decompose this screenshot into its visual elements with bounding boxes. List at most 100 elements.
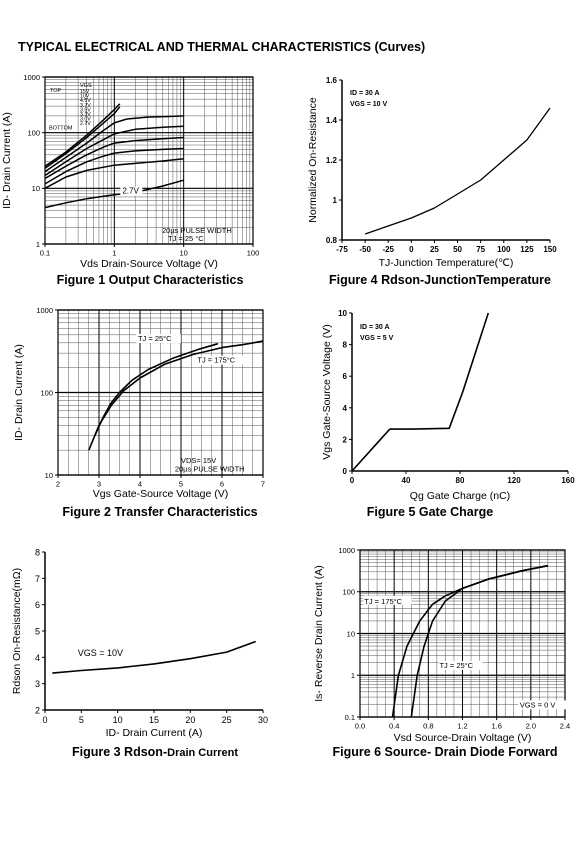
annotation-vds: VDS= 15V xyxy=(181,456,216,465)
annotation-vgs: VGS = 5 V xyxy=(360,335,394,342)
legend-entry: 15V xyxy=(80,89,90,95)
annotation-tj175: TJ = 175°C xyxy=(197,356,235,365)
series-line-1 xyxy=(364,107,551,235)
y-tick-label: 6 xyxy=(35,600,40,610)
x-tick-label: 50 xyxy=(453,245,462,254)
series-line-4 xyxy=(44,125,184,177)
x-tick-label: 2.4 xyxy=(560,722,570,731)
legend-entry: 4.5V xyxy=(80,98,91,104)
x-tick-label: 0.8 xyxy=(423,722,433,731)
y-tick-label: 2 xyxy=(35,706,40,716)
chart-gate-charge: 0 40 80 120 160 0 2 4 6 8 10 Qg Gate Charge (nC) Vgs… xyxy=(321,309,575,502)
x-tick-label: 0.0 xyxy=(355,722,365,731)
y-tick-label: 0 xyxy=(343,467,348,476)
x-tick-label: 0.4 xyxy=(389,722,399,731)
plot-area xyxy=(342,80,550,240)
y-tick-label: 1.2 xyxy=(326,156,338,165)
y-tick-label: 100 xyxy=(27,128,40,137)
y-tick-label: 7 xyxy=(35,574,40,584)
annotation-bg xyxy=(120,186,143,196)
x-tick-label: 80 xyxy=(456,476,465,485)
x-tick-label: 100 xyxy=(497,245,511,254)
x-tick-label: 10 xyxy=(113,715,123,725)
plot-area xyxy=(45,77,253,244)
series-line-6 xyxy=(44,147,184,185)
y-tick-label: 10 xyxy=(32,184,40,193)
legend-entry: 2.7V xyxy=(80,121,91,127)
plot-frame xyxy=(44,76,254,245)
x-tick-label: 0 xyxy=(42,715,47,725)
x-tick-label: 1.2 xyxy=(457,722,467,731)
caption-fig5: Figure 5 Gate Charge xyxy=(366,505,494,519)
x-axis-label: TJ-Junction Temperature(℃) xyxy=(379,257,514,269)
y-axis-label: ID- Drain Current (A) xyxy=(13,344,25,441)
caption-fig2: Figure 2 Transfer Characteristics xyxy=(62,505,258,519)
caption-fig3: Figure 3 Rdson-Drain Current xyxy=(40,745,270,759)
y-tick-label: 1 xyxy=(333,196,338,205)
annotation-bg xyxy=(363,595,412,605)
caption-fig4: Figure 4 Rdson-JunctionTemperature xyxy=(328,273,551,287)
x-axis-label: ID- Drain Current (A) xyxy=(106,727,203,739)
y-tick-label: 2 xyxy=(343,435,348,444)
legend-bottom-label: BOTTOM xyxy=(49,126,73,132)
x-tick-label: 160 xyxy=(561,476,575,485)
y-tick-label: 1000 xyxy=(338,546,355,555)
legend-entry: 3.5V xyxy=(80,107,91,113)
x-tick-label: 10 xyxy=(179,249,187,258)
x-tick-label: 1.6 xyxy=(491,722,501,731)
chart-source-drain-diode-forward: 0.0 0.4 0.8 1.2 1.6 2.0 2.4 0.1 1 10 100 1000 Vsd So… xyxy=(313,546,570,744)
annotation-pulse-width: 20µs PULSE WIDTH xyxy=(162,226,232,235)
x-tick-label: 1 xyxy=(112,249,116,258)
annotation-vgs: VGS = 10 V xyxy=(350,101,387,108)
x-tick-label: 25 xyxy=(222,715,232,725)
y-tick-label: 10 xyxy=(347,629,355,638)
series-line-1 xyxy=(94,342,219,436)
series-line-1 xyxy=(44,103,121,167)
x-tick-label: 20 xyxy=(185,715,195,725)
chart-rdson-drain-current: 0 5 10 15 20 25 30 2 3 4 5 6 7 8 ID- Drain Current (A)… xyxy=(11,548,268,740)
y-tick-label: 8 xyxy=(343,341,348,350)
y-axis-label: Vgs Gate-Source Voltage (V) xyxy=(321,324,333,459)
x-tick-label: 3 xyxy=(97,480,101,489)
y-tick-label: 0.1 xyxy=(345,713,355,722)
annotation-id: ID = 30 A xyxy=(360,324,390,331)
series-line-7 xyxy=(44,157,184,189)
x-tick-label: 120 xyxy=(507,476,521,485)
y-axis-label: Rdson On-Resistance(mΩ) xyxy=(11,568,23,694)
x-tick-label: 0.1 xyxy=(40,249,50,258)
y-tick-label: 6 xyxy=(343,372,348,381)
x-tick-label: -50 xyxy=(359,245,371,254)
x-tick-label: 100 xyxy=(247,249,260,258)
x-tick-label: 2.0 xyxy=(526,722,536,731)
x-tick-label: -25 xyxy=(382,245,394,254)
y-tick-label: 3 xyxy=(35,679,40,689)
x-tick-label: 7 xyxy=(261,480,265,489)
x-tick-label: 125 xyxy=(520,245,534,254)
series-line-1 xyxy=(52,640,256,674)
y-tick-label: 4 xyxy=(343,404,348,413)
annotation-bg xyxy=(195,355,246,365)
caption-fig3-main: Figure 3 Rdson- xyxy=(71,745,168,759)
annotation-bg xyxy=(438,660,483,670)
annotation-bg xyxy=(135,334,181,344)
annotation-2-7v: 2.7V xyxy=(122,187,139,196)
annotation-tj175: TJ = 175°C xyxy=(364,597,402,606)
caption-fig6: Figure 6 Source- Drain Diode Forward xyxy=(332,745,558,759)
annotation-tj25: TJ = 25°C xyxy=(138,334,172,343)
plot-area xyxy=(45,552,263,710)
legend-top-label: TOP xyxy=(50,88,62,94)
y-tick-label: 1000 xyxy=(36,306,53,315)
x-tick-label: -75 xyxy=(336,245,348,254)
legend-entry: 3.3V xyxy=(80,112,91,118)
x-tick-label: 25 xyxy=(430,245,439,254)
x-axis-label: Vsd Source-Drain Voltage (V) xyxy=(394,732,532,744)
series-line-8 xyxy=(44,179,184,209)
x-tick-label: 5 xyxy=(79,715,84,725)
annotation-bg xyxy=(518,700,569,710)
y-tick-label: 4 xyxy=(35,653,40,663)
caption-fig1: Figure 1 Output Characteristics xyxy=(56,273,244,287)
series-line-2 xyxy=(44,106,121,169)
annotation-vgs: VGS = 0 V xyxy=(520,700,556,709)
y-axis-label: Is- Reverse Drain Current (A) xyxy=(313,565,325,702)
